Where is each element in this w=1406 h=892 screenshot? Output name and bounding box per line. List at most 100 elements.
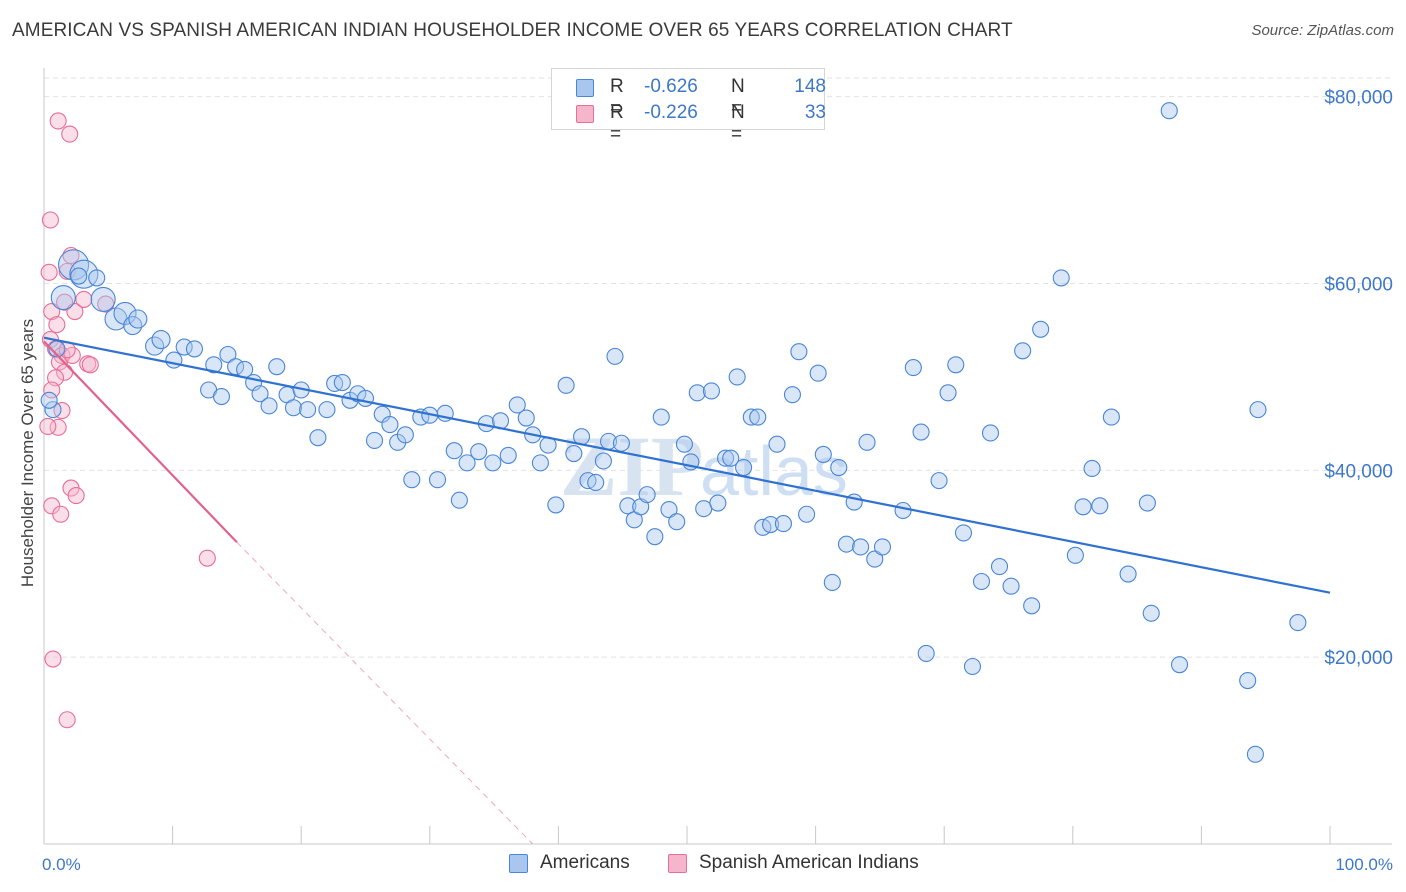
american-point [365, 431, 384, 449]
american-point [742, 408, 760, 426]
legend-spanish-label: Spanish American Indians [699, 852, 919, 873]
american-point [318, 401, 336, 419]
american-point [1289, 614, 1307, 632]
american-point [381, 416, 399, 434]
american-point [749, 408, 767, 426]
american-point [866, 550, 884, 568]
n-label: N = [731, 76, 745, 119]
american-point [594, 452, 612, 470]
american-point [1074, 498, 1092, 516]
american-point [470, 443, 488, 461]
blue-swatch [576, 79, 594, 97]
american-point [814, 445, 832, 464]
american-point [128, 309, 148, 329]
american-point [1142, 604, 1160, 622]
american-point [1014, 342, 1032, 360]
american-point [668, 513, 686, 531]
r-label: R = [610, 102, 624, 145]
american-point [1160, 102, 1178, 120]
american-point [499, 446, 517, 464]
american-point [638, 486, 656, 504]
american-point [702, 382, 720, 400]
spanish-point [198, 549, 216, 567]
american-point [403, 471, 421, 489]
american-point [830, 458, 848, 477]
american-point [939, 384, 957, 402]
american-point [728, 368, 746, 386]
american-point [70, 267, 88, 285]
american-point [904, 359, 922, 377]
american-point [531, 454, 549, 472]
american-point [930, 472, 948, 490]
american-point [1091, 497, 1109, 515]
american-point [165, 351, 183, 369]
stats-legend: R = -0.626 N = 148 R = -0.226 N = 33 [551, 68, 826, 145]
american-point [50, 284, 76, 311]
american-point [1023, 597, 1041, 615]
spanish-point [44, 650, 62, 668]
american-point [768, 435, 786, 453]
american-point [722, 449, 740, 467]
spanish-point [58, 711, 76, 729]
american-point [762, 515, 780, 534]
spanish-point [66, 302, 84, 321]
spanish-point [61, 125, 79, 143]
american-point [445, 442, 463, 460]
american-point [709, 494, 727, 512]
american-point [660, 501, 678, 519]
y-tick-labels: $20,000 $40,000 $60,000 $80,000 [1324, 88, 1393, 669]
american-point [557, 376, 575, 394]
watermark-zip: ZIP [560, 418, 703, 514]
american-point [1032, 320, 1050, 338]
american-point [809, 364, 827, 382]
spanish-point [53, 402, 71, 420]
american-point [212, 387, 231, 406]
spanish-point [43, 302, 61, 321]
american-point [175, 338, 193, 356]
source-label: Source: ZipAtlas.com [1251, 22, 1394, 39]
american-point [450, 491, 468, 509]
american-point [44, 401, 62, 419]
r-value: -0.226 [644, 102, 698, 123]
r-label: R = [610, 76, 624, 119]
american-point [517, 409, 535, 427]
american-point [587, 473, 605, 492]
american-points [40, 102, 1307, 763]
american-point [612, 434, 630, 452]
american-point [284, 399, 303, 417]
american-point [1239, 671, 1257, 690]
american-point [963, 657, 982, 676]
american-point [69, 259, 99, 289]
american-point [858, 433, 876, 451]
spanish-trendline [43, 340, 238, 544]
american-point [458, 454, 476, 472]
n-value: 148 [794, 76, 826, 97]
x-tick-labels: 0.0% 100.0% [42, 855, 1393, 874]
american-point [1066, 546, 1084, 564]
american-point [606, 347, 624, 365]
american-point [185, 340, 204, 358]
american-point [508, 396, 526, 414]
american-point [652, 408, 670, 426]
american-point [251, 385, 269, 403]
american-point [873, 538, 892, 556]
american-point [1102, 408, 1120, 426]
american-point [852, 538, 870, 556]
american-point [981, 424, 1000, 442]
american-point [675, 435, 693, 453]
american-trendline [43, 336, 1331, 594]
american-point [90, 286, 116, 312]
american-point [1052, 269, 1070, 287]
american-point [912, 423, 930, 441]
american-point [547, 496, 565, 514]
american-point [954, 524, 973, 542]
american-point [268, 358, 286, 376]
spanish-point [67, 487, 85, 505]
spanish-point [52, 505, 70, 523]
american-point [1249, 401, 1267, 419]
spanish-points [39, 112, 216, 729]
american-point [309, 429, 327, 447]
n-value: 33 [804, 102, 826, 123]
american-point [837, 535, 856, 553]
